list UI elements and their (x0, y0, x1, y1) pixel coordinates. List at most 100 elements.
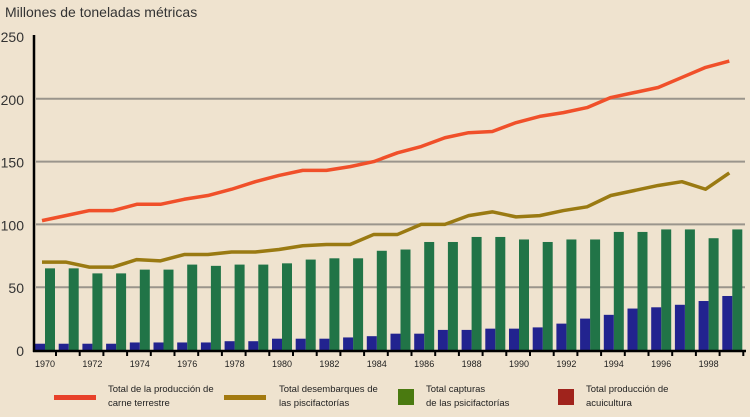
bar-capturas (258, 264, 269, 350)
bar-acuicultura (722, 295, 733, 350)
x-tick-label: 1990 (509, 359, 529, 369)
bar-acuicultura (509, 328, 519, 350)
bar-acuicultura (627, 308, 638, 350)
legend-label: las piscifactorías (279, 398, 350, 409)
bar-acuicultura (129, 342, 140, 350)
bar-capturas (519, 239, 529, 350)
bar-capturas (495, 236, 506, 350)
bar-acuicultura (248, 341, 259, 350)
bar-capturas (282, 263, 292, 350)
bar-capturas (116, 273, 127, 350)
x-tick-label: 1982 (319, 359, 339, 369)
legend-item-landings: Total desembarques de las piscifactorías (224, 383, 399, 411)
bar-acuicultura (343, 337, 354, 350)
legend-item-meat: Total de la producción de carne terrestre (54, 383, 228, 411)
bar-capturas (329, 258, 340, 350)
legend-label: Total capturas (426, 384, 486, 395)
bar-capturas (684, 229, 695, 350)
y-tick-label: 50 (8, 280, 24, 296)
x-tick-label: 1998 (699, 359, 719, 369)
bar-acuicultura (224, 341, 235, 350)
x-tick-label: 1970 (35, 359, 55, 369)
legend-label: carne terrestre (108, 398, 170, 409)
y-tick-label: 250 (1, 29, 25, 45)
x-tick-label: 1984 (367, 359, 387, 369)
bar-acuicultura (272, 338, 282, 350)
line-desembarques (42, 171, 731, 269)
bar-capturas (661, 229, 672, 350)
bar-acuicultura (437, 329, 448, 350)
bar-acuicultura (461, 329, 472, 350)
bar-acuicultura (580, 318, 591, 350)
legend-item-aquaculture: Total producción de acuicultura (558, 383, 706, 411)
bar-capturas (45, 268, 55, 350)
bar-acuicultura (485, 328, 496, 350)
bar-capturas (234, 264, 245, 350)
bar-capturas (613, 231, 624, 350)
bar-capturas (424, 241, 435, 350)
bar-acuicultura (366, 336, 377, 350)
y-tick-label: 150 (1, 155, 25, 171)
bar-acuicultura (390, 333, 401, 350)
bar-acuicultura (295, 338, 306, 350)
chart-title: Millones de toneladas métricas (5, 4, 197, 20)
legend-label: acuicultura (586, 398, 632, 409)
legend-item-captures: Total capturas de las psicifactorías (398, 383, 546, 411)
bar-capturas (163, 269, 174, 350)
bar-acuicultura (153, 342, 164, 350)
bar-acuicultura (200, 342, 211, 350)
legend-swatch-green (398, 389, 414, 405)
y-tick-label: 0 (16, 343, 24, 359)
x-tick-label: 1996 (651, 359, 671, 369)
x-tick-label: 1972 (82, 359, 102, 369)
bar-capturas (566, 239, 577, 350)
x-tick-label: 1988 (462, 359, 482, 369)
line-carne-terrestre (41, 59, 730, 223)
bar-acuicultura (698, 301, 709, 350)
legend-label: de las psicifactorías (426, 398, 510, 409)
legend-swatch-olive-line (224, 394, 266, 400)
legend-label: Total desembarques de (279, 384, 378, 395)
x-tick-label: 1978 (225, 359, 245, 369)
bar-capturas (471, 236, 482, 350)
bar-capturas (187, 264, 198, 350)
bar-acuicultura (532, 327, 543, 350)
bar-acuicultura (556, 323, 567, 350)
bar-capturas (305, 259, 316, 350)
x-tick-label: 1974 (130, 359, 150, 369)
x-tick-label: 1986 (414, 359, 434, 369)
bar-acuicultura (414, 333, 425, 350)
y-tick-label: 200 (1, 92, 25, 108)
x-tick-label: 1976 (177, 359, 197, 369)
bar-capturas (210, 265, 221, 350)
legend-label: Total de la producción de (108, 384, 214, 395)
x-tick-label: 1994 (604, 359, 624, 369)
legend-swatch-red (558, 389, 574, 405)
bar-capturas (353, 258, 364, 350)
bar-acuicultura (651, 307, 662, 350)
bar-acuicultura (106, 343, 117, 350)
bar-acuicultura (58, 343, 69, 350)
bar-capturas (376, 250, 387, 350)
bar-capturas (400, 249, 411, 350)
bar-acuicultura (674, 304, 685, 350)
x-tick-label: 1992 (556, 359, 576, 369)
bar-capturas (68, 268, 79, 350)
bar-acuicultura (177, 342, 188, 350)
bar-acuicultura (35, 343, 45, 350)
bar-capturas (542, 241, 553, 350)
x-tick-label: 1980 (272, 359, 292, 369)
bar-capturas (732, 229, 743, 350)
bar-acuicultura (82, 343, 93, 350)
bar-capturas (590, 239, 601, 350)
bar-capturas (447, 241, 458, 350)
bar-capturas (637, 231, 648, 350)
legend-label: Total producción de (586, 384, 669, 395)
y-tick-label: 100 (1, 217, 25, 233)
bar-capturas (92, 273, 103, 350)
legend-swatch-red-line (54, 394, 96, 400)
bar-acuicultura (603, 314, 614, 350)
bar-acuicultura (319, 338, 330, 350)
bar-capturas (139, 269, 150, 350)
